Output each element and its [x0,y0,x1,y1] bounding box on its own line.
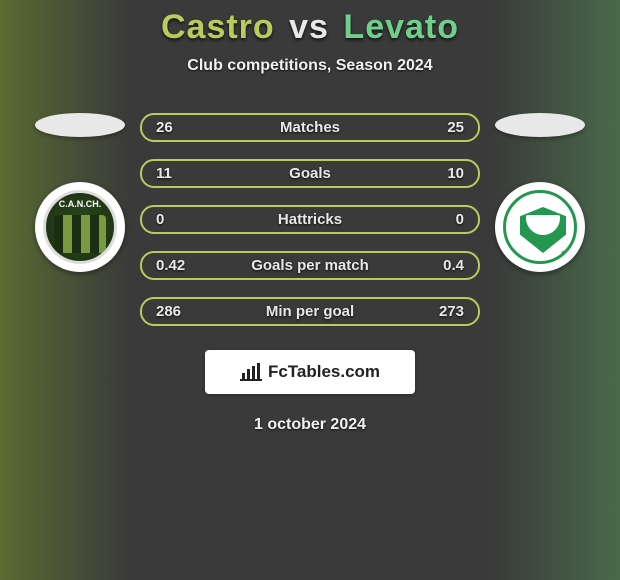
stat-left-value: 0 [156,211,164,228]
comparison-columns: 26 Matches 25 11 Goals 10 0 Hattricks 0 … [0,113,620,326]
stat-row-goals-per-match: 0.42 Goals per match 0.4 [140,251,480,280]
player2-name: Levato [343,8,459,46]
stat-right-value: 0.4 [443,257,464,274]
stat-left-value: 286 [156,303,181,320]
stats-table: 26 Matches 25 11 Goals 10 0 Hattricks 0 … [140,113,480,326]
left-side [20,113,140,272]
player2-silhouette-icon [495,113,585,137]
stat-left-value: 11 [156,165,172,182]
club-badge-right: F C O [495,182,585,272]
stat-right-value: 25 [447,119,464,136]
club-badge-right-inner: F C O [503,190,577,264]
bar-chart-icon [240,363,262,381]
page-title: Castro vs Levato [161,8,459,47]
shield-icon [520,207,566,253]
club-badge-left [35,182,125,272]
vs-text: vs [289,8,329,46]
stat-row-matches: 26 Matches 25 [140,113,480,142]
stat-row-hattricks: 0 Hattricks 0 [140,205,480,234]
club-badge-left-inner [43,190,117,264]
badge-letter: F [512,195,518,205]
stat-left-value: 0.42 [156,257,185,274]
content-wrapper: Castro vs Levato Club competitions, Seas… [0,0,620,434]
player1-name: Castro [161,8,275,46]
stat-right-value: 10 [447,165,464,182]
stat-label: Matches [280,119,340,136]
stat-left-value: 26 [156,119,173,136]
badge-letter: O [561,249,568,259]
stat-label: Hattricks [278,211,342,228]
stat-row-goals: 11 Goals 10 [140,159,480,188]
footer-date: 1 october 2024 [254,416,366,434]
stat-label: Goals per match [251,257,369,274]
stat-right-value: 0 [456,211,464,228]
stat-row-min-per-goal: 286 Min per goal 273 [140,297,480,326]
stat-label: Goals [289,165,331,182]
player1-silhouette-icon [35,113,125,137]
right-side: F C O [480,113,600,272]
branding-text: FcTables.com [268,362,380,382]
stat-right-value: 273 [439,303,464,320]
badge-letter: C [562,195,569,205]
branding-badge: FcTables.com [205,350,415,394]
subtitle: Club competitions, Season 2024 [187,57,432,75]
stat-label: Min per goal [266,303,354,320]
